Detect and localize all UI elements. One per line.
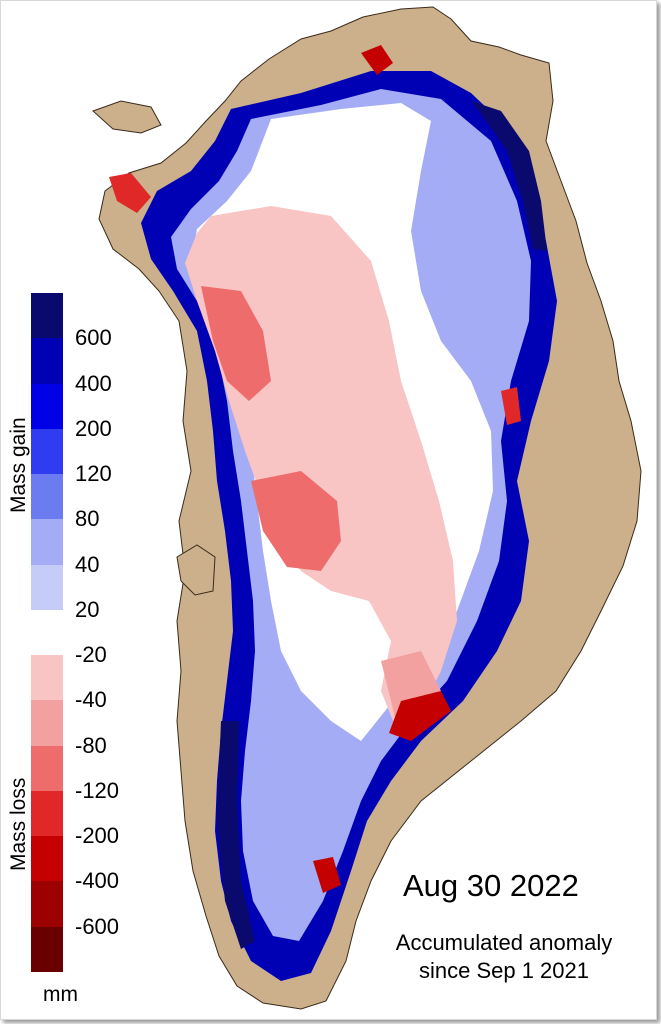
- south-strong-gain: [217, 721, 255, 949]
- northwest-coastal-loss: [109, 173, 151, 213]
- southeast-coastal-loss: [389, 691, 451, 741]
- colorbar-swatch: [31, 745, 63, 791]
- east-coast-strong-gain: [471, 101, 547, 251]
- colorbar-swatch: [31, 881, 63, 927]
- colorbar-swatch: [31, 338, 63, 384]
- south-west-island: [176, 544, 216, 596]
- caption-line-2: since Sep 1 2021: [418, 958, 590, 983]
- colorbar-swatch: [31, 836, 63, 882]
- colorbar-tick-label: 600: [75, 325, 112, 351]
- colorbar-swatch: [31, 790, 63, 837]
- colorbar-swatch: [31, 926, 63, 972]
- colorbar-swatch: [31, 293, 63, 339]
- colorbar-swatch: [31, 564, 63, 610]
- mass-gain-label: Mass gain: [7, 417, 30, 513]
- colorbar-tick-label: -120: [75, 777, 120, 803]
- colorbar-tick-label: -80: [75, 732, 107, 758]
- colorbar-tick-label: 40: [75, 551, 100, 577]
- colorbar-swatch: [31, 383, 63, 429]
- colorbar-swatch: [31, 655, 63, 701]
- caption-line-1: Accumulated anomaly: [395, 930, 613, 955]
- colorbar-tick-label: 80: [75, 506, 100, 532]
- colorbar-swatch: [31, 474, 63, 520]
- colorbar-tick-label: -20: [75, 642, 107, 668]
- unit-label: mm: [43, 983, 78, 1006]
- colorbar-swatch: [31, 700, 63, 746]
- west-central-loss-patch: [251, 471, 341, 571]
- north-coastal-loss: [361, 45, 393, 75]
- colorbar-tick-label: -200: [75, 823, 120, 849]
- date-label: Aug 30 2022: [403, 868, 579, 903]
- east-coastal-loss: [501, 387, 521, 425]
- northwest-coast-fragment: [92, 100, 162, 134]
- colorbar-tick-label: 120: [75, 461, 112, 487]
- colorbar-tick-label: 20: [75, 596, 100, 622]
- mass-loss-label: Mass loss: [7, 777, 30, 871]
- colorbar-tick-label: -400: [75, 868, 120, 894]
- colorbar-swatch: [31, 428, 63, 475]
- colorbar: [31, 293, 63, 972]
- colorbar-tick-label: 400: [75, 370, 112, 396]
- south-coastal-loss: [313, 857, 341, 893]
- colorbar-tick-label: 200: [75, 415, 112, 441]
- west-loss-patch: [201, 286, 271, 401]
- colorbar-swatch: [31, 609, 63, 656]
- colorbar-tick-label: -600: [75, 913, 120, 939]
- caption: Accumulated anomaly since Sep 1 2021: [369, 929, 639, 985]
- colorbar-ticks: 600 400 200 120 80 40 20 -20 -40 -80 -120 -200 -400 -…: [63, 293, 133, 972]
- colorbar-swatch: [31, 519, 63, 565]
- colorbar-tick-label: -40: [75, 687, 107, 713]
